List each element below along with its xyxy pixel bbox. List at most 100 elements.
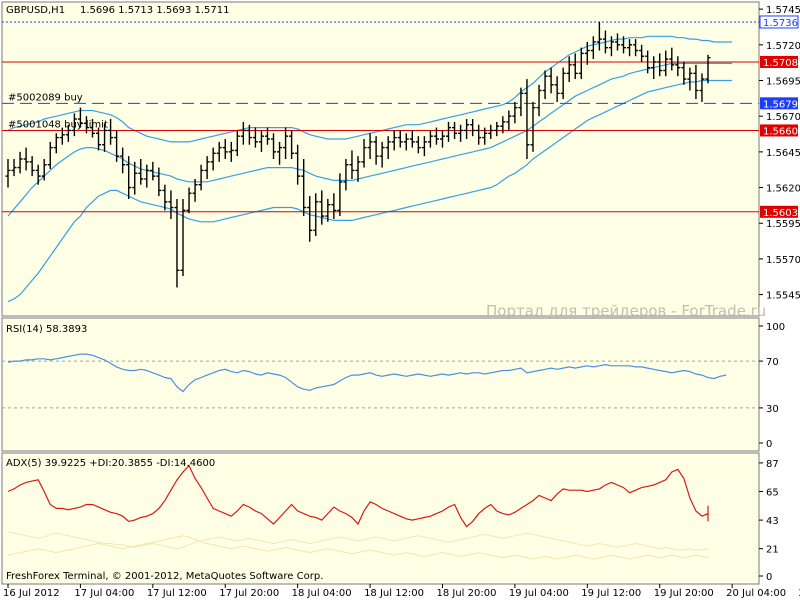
rsi-tick-label: 0 <box>766 439 772 450</box>
ohlc-bar <box>156 167 162 197</box>
price-tag-text-1.5660: 1.5660 <box>763 126 798 137</box>
ohlc-bar <box>602 30 608 54</box>
y-tick-label: 1.5670 <box>766 112 800 123</box>
price-tag-1.5603 <box>760 205 798 218</box>
ohlc-bar <box>548 67 554 94</box>
ohlc-bar <box>584 41 590 65</box>
ohlc-bar <box>35 164 41 185</box>
ohlc-bar <box>192 178 198 202</box>
ohlc-bar <box>289 130 295 159</box>
ohlc-bar <box>699 73 705 102</box>
ohlc-bar <box>554 76 560 102</box>
price-tag-text-1.5708: 1.5708 <box>763 58 798 69</box>
ohlc-bar <box>228 141 234 162</box>
ohlc-bar <box>518 87 524 117</box>
y-tick-label: 1.5570 <box>766 255 800 266</box>
ohlc-bar <box>627 39 633 57</box>
rsi-tick-label: 30 <box>766 404 779 415</box>
ohlc-bar <box>427 130 433 148</box>
x-tick-label: 17 Jul 20:00 <box>219 588 279 599</box>
rsi-line <box>7 353 727 393</box>
ohlc-bar <box>47 141 53 169</box>
ohlc-bar <box>96 127 102 151</box>
y-tick-label: 1.5595 <box>766 219 800 230</box>
ohlc-bar <box>180 198 186 277</box>
y-tick-label: 1.5745 <box>766 5 800 16</box>
ohlc-bar <box>675 56 681 77</box>
adx-tick-label: 21 <box>766 545 779 556</box>
ohlc-bar <box>41 159 47 181</box>
x-tick-label: 17 Jul 04:00 <box>74 588 134 599</box>
time-axis: 16 Jul 2012 17 Jul 04:00 17 Jul 12:00 17 Ju… <box>3 584 800 599</box>
ohlc-bar <box>560 67 566 100</box>
ohlc-bar <box>301 159 307 217</box>
x-tick-label: 19 Jul 12:00 <box>581 588 641 599</box>
ohlc-bar <box>5 159 11 188</box>
ohlc-bar <box>385 136 391 159</box>
ohlc-bar <box>379 141 385 168</box>
ohlc-bar <box>132 161 138 195</box>
rsi-panel[interactable]: RSI(14) 58.3893 <box>1 317 760 452</box>
ohlc-bar <box>367 133 373 159</box>
ohlc-bar <box>325 198 331 222</box>
ohlc-bar <box>89 119 95 138</box>
adx-panel-area <box>1 452 760 585</box>
ohlc-bar <box>452 121 458 140</box>
ohlc-bar <box>83 116 89 134</box>
ohlc-bar <box>403 133 409 151</box>
price-tag-text-1.5736: 1.5736 <box>763 18 798 29</box>
ohlc-bar <box>608 36 614 57</box>
ohlc-label: 1.5696 1.5713 1.5693 1.5711 <box>80 5 230 16</box>
ohlc-bar <box>464 119 470 140</box>
ohlc-bar <box>65 124 71 142</box>
ohlc-bar <box>120 147 126 174</box>
ohlc-bar <box>476 124 482 145</box>
ohlc-bar <box>439 130 445 148</box>
rsi-panel-area <box>1 317 760 452</box>
ohlc-bar <box>458 124 464 142</box>
ohlc-bar <box>114 130 120 162</box>
ohlc-bar <box>512 101 518 124</box>
ohlc-bar <box>11 159 17 177</box>
ohlc-bar <box>639 44 645 62</box>
ohlc-bar <box>283 127 289 159</box>
ohlc-bar <box>144 164 150 188</box>
ohlc-bar <box>343 159 349 191</box>
ohlc-bar <box>663 50 669 77</box>
adx-panel[interactable]: ADX(5) 39.9225 +DI:20.3855 -DI:14.4600 F… <box>1 452 760 585</box>
ohlc-bar <box>542 70 548 100</box>
right-price-axis: 1.5736 1.5708 1.5679 1.5660 1.5603 1.5745 1.57… <box>759 5 800 583</box>
ohlc-bar <box>295 144 301 185</box>
ohlc-bar <box>59 127 65 145</box>
ohlc-bar <box>470 119 476 137</box>
ohlc-bar <box>530 101 536 152</box>
price-tag-1.5660 <box>760 124 798 137</box>
y-tick-label: 1.5720 <box>766 41 800 52</box>
ohlc-bar <box>271 133 277 159</box>
ohlc-bar <box>572 53 578 80</box>
x-tick-label: 20 Jul 04:00 <box>726 588 786 599</box>
adx-tick-label: 87 <box>766 459 779 470</box>
ohlc-bar <box>355 156 361 182</box>
ohlc-bar <box>258 130 264 152</box>
ohlc-bar <box>433 127 439 145</box>
ohlc-bar <box>174 198 180 288</box>
ohlc-bar <box>657 53 663 77</box>
ohlc-bar <box>102 123 108 152</box>
main-price-panel[interactable]: Портал для трейдеров - ForTrade.ru #5002… <box>1 1 766 320</box>
ohlc-bar <box>651 56 657 80</box>
ohlc-bar <box>415 136 421 154</box>
footer-copyright: FreshForex Terminal, © 2001-2012, MetaQu… <box>6 571 323 582</box>
ohlc-bar <box>681 61 687 85</box>
ohlc-bar <box>391 130 397 151</box>
ohlc-bar <box>488 124 494 140</box>
ohlc-bar <box>186 187 192 214</box>
ohlc-bar <box>29 156 35 177</box>
ohlc-bar <box>566 56 572 82</box>
ohlc-bar <box>446 121 452 142</box>
ohlc-bar <box>246 124 252 145</box>
price-tag-text-1.5603: 1.5603 <box>763 208 798 219</box>
ohlc-bar <box>277 141 283 165</box>
ohlc-bar <box>645 50 651 74</box>
